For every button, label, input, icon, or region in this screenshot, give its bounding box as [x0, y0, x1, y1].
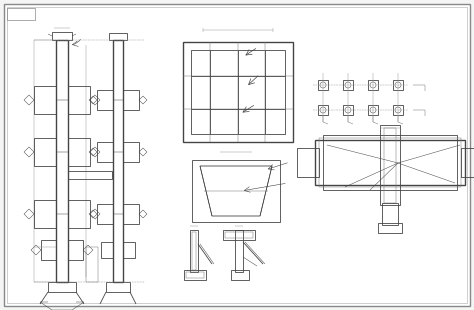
Bar	[368, 80, 378, 90]
Bar	[315, 140, 465, 185]
Bar	[192, 160, 280, 222]
Bar	[34, 200, 56, 228]
Bar	[225, 232, 253, 238]
Bar	[393, 105, 403, 115]
Bar	[52, 32, 72, 40]
Bar	[343, 105, 353, 115]
Bar	[184, 270, 206, 280]
Bar	[190, 230, 198, 272]
Bar	[68, 138, 90, 166]
Bar	[123, 242, 135, 258]
Bar	[368, 105, 378, 115]
Bar	[68, 86, 90, 114]
Bar	[343, 80, 353, 90]
Bar	[384, 128, 396, 203]
Bar	[41, 240, 56, 260]
Bar	[106, 282, 130, 292]
Bar	[101, 242, 113, 258]
Bar	[231, 270, 249, 280]
Bar	[318, 105, 328, 115]
Bar	[97, 90, 113, 110]
Bar	[223, 230, 255, 240]
Bar	[186, 272, 204, 278]
Bar	[109, 33, 127, 40]
Bar	[378, 223, 402, 233]
Bar	[97, 142, 113, 162]
Bar	[191, 50, 285, 134]
Bar	[68, 171, 112, 179]
Bar	[123, 204, 139, 224]
Bar	[318, 80, 328, 90]
Bar	[382, 203, 398, 225]
Bar	[183, 42, 293, 142]
Bar	[34, 86, 56, 114]
Bar	[113, 40, 123, 282]
Bar	[68, 240, 83, 260]
Bar	[56, 40, 68, 282]
Bar	[393, 80, 403, 90]
Bar	[123, 142, 139, 162]
Bar	[319, 138, 461, 187]
Bar	[34, 138, 56, 166]
Bar	[97, 204, 113, 224]
Bar	[68, 200, 90, 228]
Bar	[48, 282, 76, 292]
Bar	[192, 232, 196, 270]
Bar	[380, 125, 400, 205]
Bar	[123, 90, 139, 110]
Bar	[235, 230, 243, 272]
Bar	[323, 135, 457, 190]
Bar	[7, 8, 35, 20]
Bar	[297, 148, 319, 177]
Bar	[86, 247, 98, 282]
Bar	[461, 148, 474, 177]
